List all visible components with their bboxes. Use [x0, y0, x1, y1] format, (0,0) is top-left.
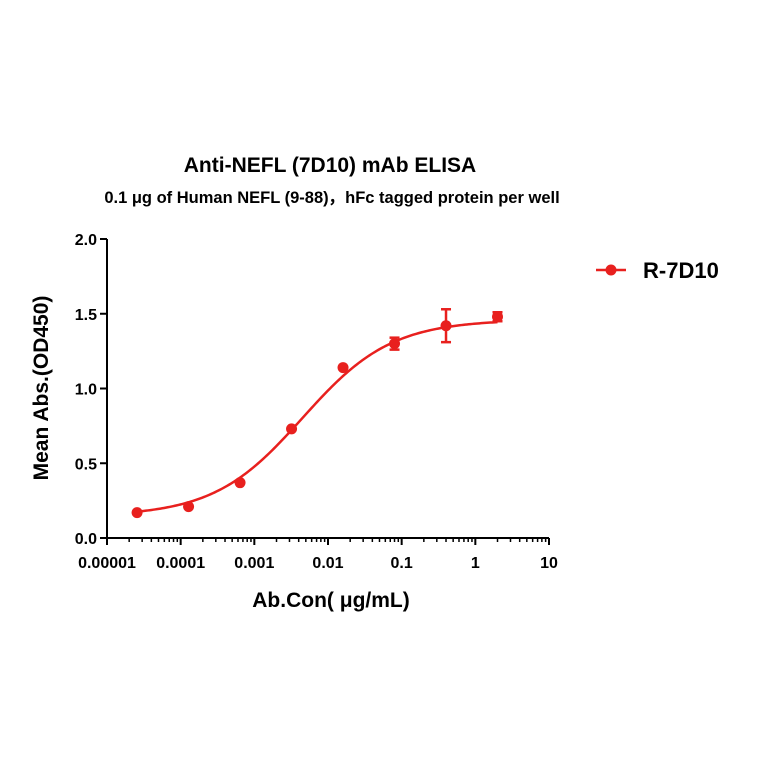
data-point	[389, 338, 400, 349]
x-tick-label: 0.01	[312, 555, 343, 572]
legend: R-7D10	[596, 258, 719, 283]
y-tick-label: 1.5	[75, 307, 97, 324]
data-point	[441, 320, 452, 331]
data-point	[235, 477, 246, 488]
data-point	[338, 362, 349, 373]
x-axis-label: Ab.Con( μg/mL)	[252, 589, 409, 612]
data-point	[132, 507, 143, 518]
data-point	[286, 423, 297, 434]
x-tick-label: 10	[540, 555, 558, 572]
x-tick-label: 0.00001	[78, 555, 136, 572]
y-tick-label: 1.0	[75, 382, 97, 399]
chart-title: Anti-NEFL (7D10) mAb ELISA	[184, 154, 476, 177]
data-point	[183, 501, 194, 512]
x-tick-label: 1	[471, 555, 480, 572]
plot-area: 0.00.51.01.52.0 0.00001 0.0001 0.001 0.01 0.…	[75, 232, 558, 572]
y-axis-label: Mean Abs.(OD450)	[30, 296, 53, 481]
x-tick-label: 0.0001	[156, 555, 205, 572]
series-fit-curve	[137, 322, 497, 512]
y-tick-label: 0.5	[75, 456, 97, 473]
y-axis-ticks: 0.0 0.5 1.0 1.5 2.0	[75, 232, 107, 548]
data-point	[492, 311, 503, 322]
chart-subtitle: 0.1 μg of Human NEFL (9-88)，hFc tagged p…	[104, 189, 559, 207]
x-tick-label: 0.1	[391, 555, 413, 572]
legend-marker	[606, 265, 617, 276]
series-points	[132, 309, 503, 518]
y-tick-label: 0.0	[75, 531, 97, 548]
y-tick-label: 2.0	[75, 232, 97, 249]
x-tick-label: 0.001	[234, 555, 274, 572]
legend-label: R-7D10	[643, 258, 719, 283]
x-axis-ticks: 0.00001 0.0001 0.001 0.01 0.1 1 10	[78, 538, 558, 572]
